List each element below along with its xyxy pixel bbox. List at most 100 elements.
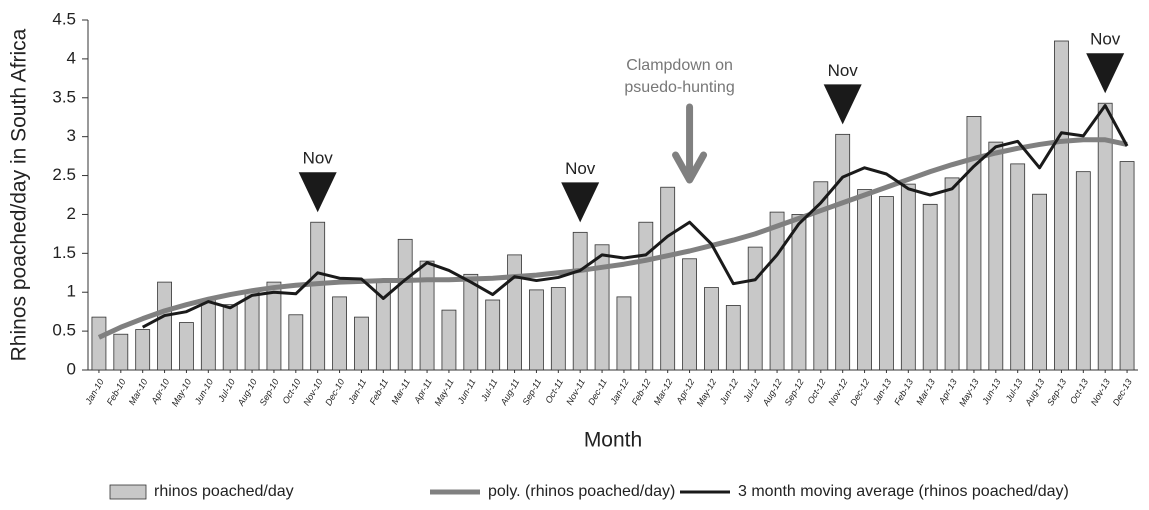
y-tick-label: 4.5 — [52, 9, 76, 28]
bar — [1032, 193, 1047, 371]
line — [97, 137, 1128, 340]
x-tick-label: May-10 — [170, 377, 194, 408]
annotation-marker — [298, 172, 337, 213]
x-tick-label: Feb-12 — [630, 377, 653, 407]
x-tick-label: Aug-13 — [1023, 377, 1047, 408]
x-tick-label: Apr-11 — [412, 377, 434, 406]
y-tick-label: 3 — [67, 126, 76, 145]
x-tick-label: Jul-10 — [216, 377, 237, 404]
x-tick-label: Jun-13 — [980, 377, 1003, 407]
annotation-label: Nov — [1090, 30, 1121, 49]
annotation-marker — [823, 84, 862, 125]
annotation-label: Nov — [303, 149, 334, 168]
x-tick-label: Dec-13 — [1111, 377, 1134, 407]
bar — [1119, 161, 1135, 371]
bar — [900, 183, 916, 371]
x-tick-label: May-12 — [695, 377, 719, 408]
bar — [1075, 171, 1091, 371]
line — [141, 104, 1129, 329]
x-tick-label: Aug-12 — [760, 377, 784, 408]
bar — [791, 214, 807, 371]
y-tick-label: 0 — [67, 359, 76, 378]
annotation-label: Nov — [828, 61, 859, 80]
x-tick-label: Oct-13 — [1068, 377, 1090, 405]
bar — [397, 238, 413, 371]
annotation-marker — [1086, 53, 1125, 94]
bar — [332, 296, 347, 371]
bar — [704, 287, 719, 371]
bar — [835, 133, 851, 371]
x-tick-label: Feb-10 — [105, 377, 128, 407]
x-tick-label: Oct-12 — [805, 377, 827, 405]
bar — [922, 203, 938, 371]
bar — [944, 177, 960, 371]
x-tick-label: Sep-12 — [783, 377, 806, 407]
bar — [441, 309, 457, 371]
legend-label: poly. (rhinos poached/day) — [488, 483, 675, 500]
bar — [91, 316, 107, 371]
x-tick-label: Dec-11 — [586, 377, 609, 407]
y-tick-label: 0.5 — [52, 321, 76, 340]
x-tick-label: Apr-10 — [149, 377, 172, 406]
x-tick-label: Jan-13 — [870, 377, 893, 407]
annotation-marker — [561, 182, 600, 223]
bar — [594, 244, 610, 371]
x-tick-label: Sep-11 — [520, 377, 543, 407]
y-tick-label: 2 — [67, 204, 76, 223]
annotation-label: Nov — [565, 159, 596, 178]
x-tick-label: Feb-11 — [368, 377, 391, 406]
bar — [157, 281, 172, 371]
bar — [966, 116, 982, 371]
bar — [550, 287, 566, 371]
y-tick-label: 2.5 — [52, 165, 76, 184]
y-tick-label: 1 — [67, 282, 76, 301]
bar — [485, 299, 501, 371]
x-axis-label: Month — [584, 429, 642, 452]
x-tick-label: Nov-11 — [564, 377, 587, 407]
bar — [616, 296, 632, 371]
x-tick-label: Mar-10 — [127, 377, 150, 407]
legend-swatch — [109, 484, 147, 500]
x-tick-label: Sep-10 — [258, 377, 281, 407]
x-tick-label: Feb-13 — [892, 377, 915, 407]
x-tick-label: Mar-13 — [914, 377, 937, 407]
bar — [222, 304, 238, 371]
bar — [747, 246, 763, 371]
bar — [769, 211, 785, 371]
bar — [529, 289, 544, 371]
bar — [879, 196, 894, 371]
x-tick-label: Jun-10 — [192, 377, 215, 407]
bar — [638, 221, 654, 371]
y-tick-label: 3.5 — [52, 87, 76, 106]
bar — [113, 333, 129, 371]
y-tick-label: 4 — [67, 48, 76, 67]
bar — [857, 189, 872, 371]
bar — [507, 254, 522, 371]
legend-label: 3 month moving average (rhinos poached/d… — [738, 483, 1069, 500]
y-tick-label: 1.5 — [52, 243, 76, 262]
bar — [200, 299, 216, 371]
bar — [1054, 40, 1069, 371]
bar — [1010, 163, 1026, 371]
bar — [572, 231, 588, 371]
bar — [135, 329, 151, 371]
bar — [354, 316, 369, 371]
x-tick-label: Apr-12 — [674, 377, 697, 406]
event-label: Clampdown on — [626, 57, 733, 74]
x-tick-label: Nov-12 — [826, 377, 849, 407]
bar — [310, 221, 326, 371]
x-tick-label: Apr-13 — [936, 377, 959, 406]
x-tick-label: Jun-11 — [455, 377, 478, 406]
x-tick-label: May-13 — [957, 377, 981, 408]
x-tick-label: Mar-12 — [652, 377, 675, 407]
x-tick-label: Dec-10 — [323, 377, 346, 407]
bar — [266, 281, 282, 371]
x-tick-label: Aug-10 — [235, 377, 259, 408]
bar — [244, 291, 260, 371]
x-tick-label: Sep-13 — [1045, 377, 1068, 407]
x-tick-label: Jan-12 — [608, 377, 631, 407]
x-tick-label: Mar-11 — [389, 377, 412, 406]
x-tick-label: Nov-10 — [301, 377, 324, 407]
x-tick-label: Oct-10 — [280, 377, 302, 405]
